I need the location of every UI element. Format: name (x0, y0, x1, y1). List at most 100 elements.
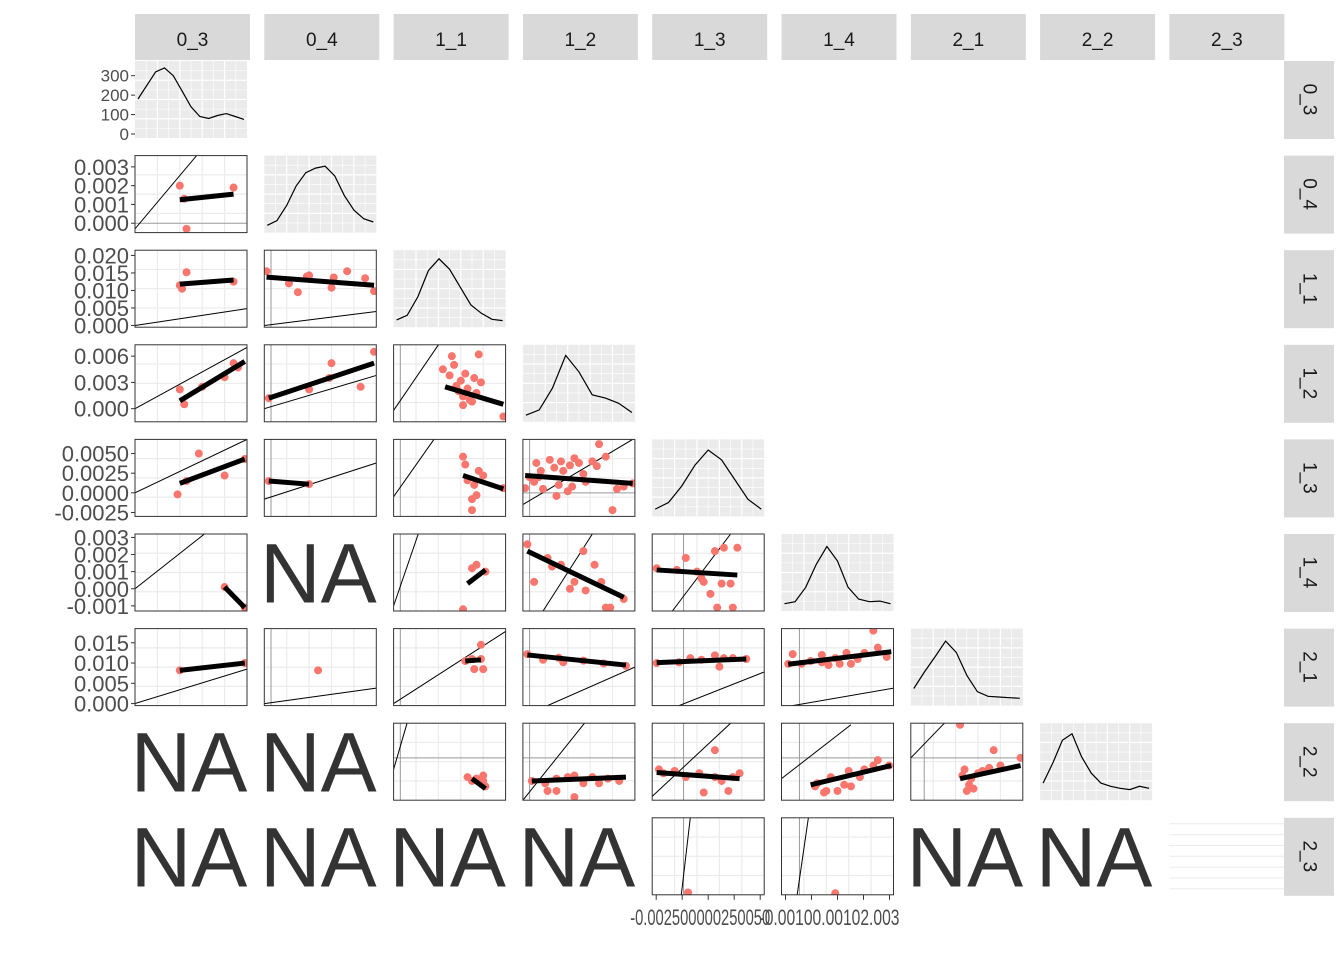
panel-marks (910, 723, 1023, 801)
density-curve-0_4 (267, 165, 374, 226)
row-strip-0_3: 0_3 (1284, 61, 1334, 139)
panel-2_2-vs-1_4 (781, 722, 894, 801)
panel-marks (264, 628, 377, 706)
row-strip-bg (1284, 534, 1334, 612)
data-point (472, 560, 481, 569)
data-point (579, 469, 588, 478)
column-strip-label: 2_1 (952, 30, 984, 51)
column-strip-2_2: 2_2 (1040, 14, 1156, 60)
y-tick-label: 0.003 (74, 370, 129, 395)
panel-2_3-vs-1_1: NA (389, 810, 506, 904)
y-tick-label: 0.000 (74, 313, 129, 338)
density-panel-2_1 (910, 628, 1023, 706)
na-label: NA (906, 810, 1023, 904)
panel-border (263, 249, 377, 328)
panel-border (522, 628, 636, 707)
data-point (574, 458, 583, 467)
data-point (822, 786, 831, 795)
row-strip-2_2: 2_2 (1284, 723, 1334, 802)
na-label: NA (260, 527, 377, 621)
panel-border (134, 155, 248, 234)
data-point (530, 477, 539, 486)
data-point (180, 400, 189, 409)
data-point (479, 471, 488, 480)
y-axis-1_3: -0.00250.00000.00250.0050 (54, 442, 135, 525)
data-point (532, 458, 541, 467)
panel-1_1-vs-0_4 (263, 249, 377, 328)
density-panel-1_4 (781, 534, 894, 611)
reference-line (393, 344, 439, 411)
panel-marks (135, 346, 247, 410)
fit-line (531, 774, 627, 784)
data-point (470, 374, 479, 383)
fit-line (179, 660, 246, 673)
fit-line (444, 384, 505, 407)
reference-line (264, 462, 377, 500)
column-strip-bg (393, 14, 509, 60)
density-panel-2_2 (1040, 723, 1153, 801)
panel-2_2-vs-0_3: NA (131, 716, 248, 810)
panel-marks (522, 439, 635, 517)
panel-border (134, 533, 248, 612)
panel-border (651, 533, 765, 612)
data-point (728, 603, 737, 611)
panel-2_1-vs-1_3 (651, 628, 765, 707)
data-point (539, 484, 548, 493)
panel-2_2-vs-1_1 (393, 722, 507, 801)
panel-2_1-vs-1_2 (522, 628, 636, 707)
y-tick-label: 0.000 (74, 692, 129, 717)
data-point (726, 579, 735, 588)
data-point (570, 793, 579, 801)
panel-border (134, 344, 248, 423)
fit-line (178, 359, 247, 403)
reference-line (135, 668, 247, 705)
panel-border (134, 249, 248, 328)
data-point (684, 888, 693, 895)
data-point (370, 287, 377, 296)
data-point (361, 274, 370, 283)
fit-line (527, 652, 627, 668)
data-point (468, 506, 476, 515)
data-point (474, 350, 483, 359)
data-point (530, 577, 539, 586)
column-strip-bg (652, 14, 768, 60)
y-tick-label: 0.002 (74, 543, 129, 568)
data-point (459, 452, 468, 461)
data-point (592, 462, 601, 471)
na-label: NA (389, 810, 506, 904)
panel-marks (523, 534, 628, 611)
reference-line (547, 666, 635, 706)
data-point (612, 484, 621, 493)
data-point (479, 665, 488, 674)
y-tick-label: 0.000 (74, 577, 129, 602)
density-curve-0_3 (137, 67, 245, 120)
fit-line (526, 548, 625, 600)
panel-marks (135, 534, 247, 611)
panel-marks (135, 659, 247, 705)
column-strip-label: 1_3 (694, 30, 726, 51)
data-point (733, 543, 742, 552)
panel-border (393, 438, 507, 517)
row-strip-label: 0_3 (1299, 84, 1320, 116)
data-point (965, 780, 974, 789)
x-tick-labels: -0.002500000250050 (630, 905, 770, 930)
density-curve-2_2 (1042, 732, 1150, 791)
data-point (717, 579, 726, 588)
panel-1_3-vs-1_1 (393, 438, 507, 517)
row-strip-label: 2_2 (1299, 746, 1320, 778)
panel-2_3-vs-2_2: NA (1036, 810, 1153, 904)
panel-border (393, 722, 507, 801)
row-strip-label: 1_3 (1299, 462, 1320, 494)
panel-border (522, 722, 636, 801)
panel-1_4-vs-1_1 (393, 533, 507, 612)
panel-marks (522, 723, 635, 801)
panel-border (134, 628, 248, 707)
data-point (554, 480, 563, 489)
y-tick-label: 0.0000 (62, 481, 129, 506)
y-tick-label: 0.0050 (62, 442, 129, 467)
data-point (229, 183, 238, 192)
fit-line (656, 567, 738, 578)
na-label: NA (1036, 810, 1153, 904)
fit-line (959, 763, 1022, 782)
data-point (724, 786, 733, 795)
